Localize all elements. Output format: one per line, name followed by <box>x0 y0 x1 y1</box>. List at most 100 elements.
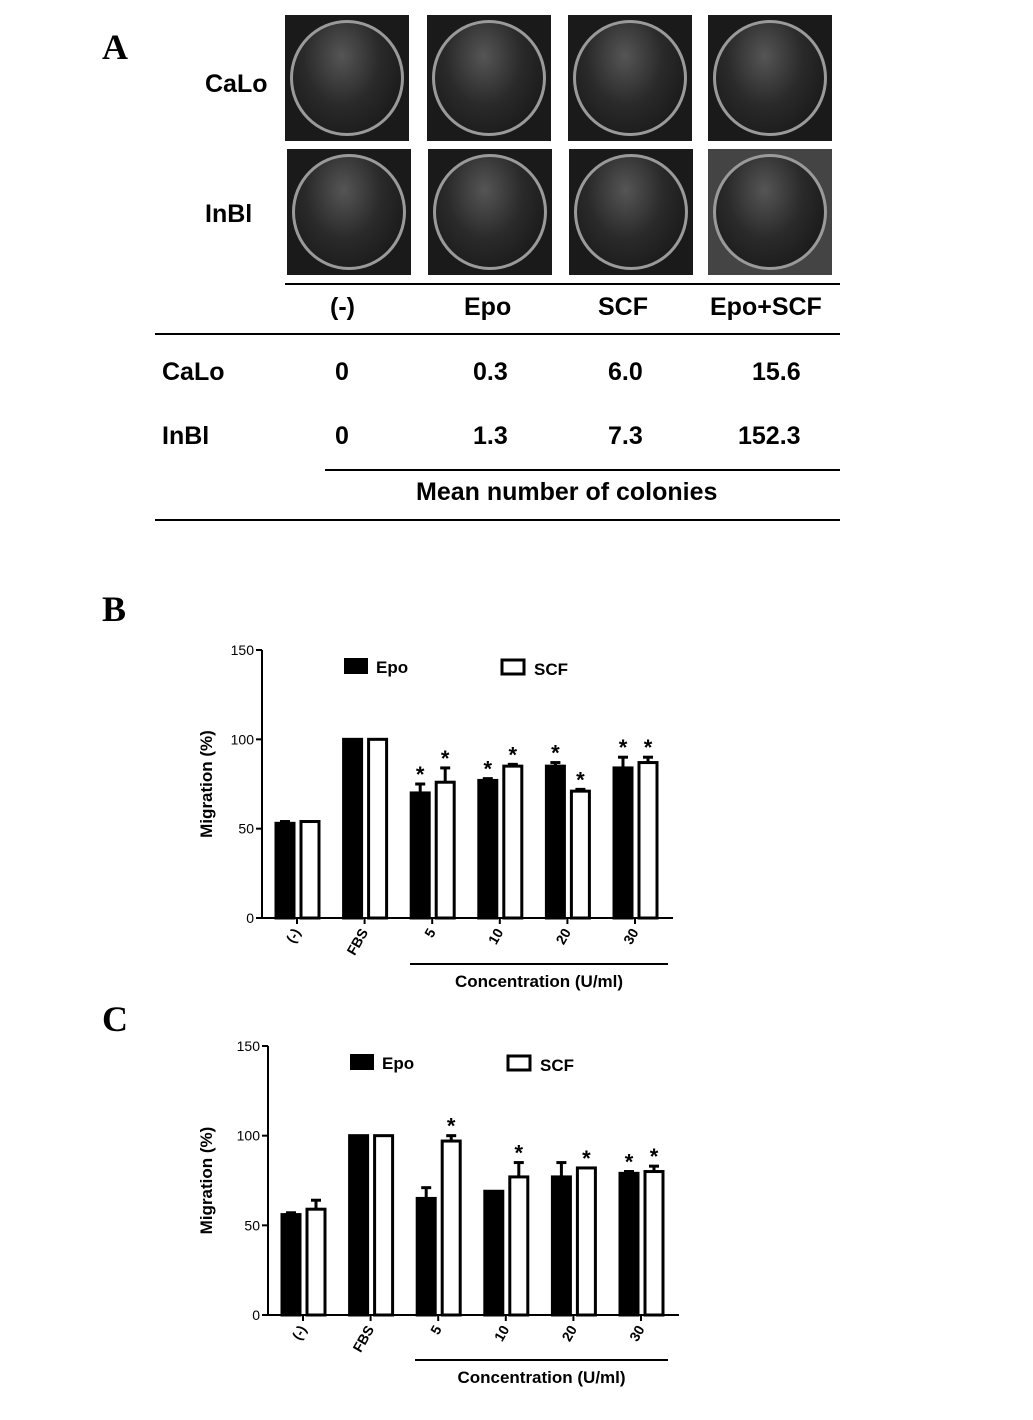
x-tick-label: FBS <box>349 1323 377 1355</box>
y-tick-label: 0 <box>252 1307 260 1323</box>
table-cell: 1.3 <box>473 422 508 450</box>
legend-label-scf: SCF <box>540 1056 574 1075</box>
x-tick-label: 20 <box>552 925 574 947</box>
x-tick-label: 20 <box>558 1322 580 1344</box>
colony-well-image <box>708 15 832 141</box>
table-cell: 0 <box>335 358 349 386</box>
x-tick-label: 10 <box>491 1322 513 1344</box>
y-tick-label: 100 <box>231 731 255 747</box>
y-tick-label: 0 <box>246 910 254 926</box>
table-cell: 15.6 <box>752 358 801 386</box>
divider <box>155 519 840 521</box>
divider <box>285 283 840 285</box>
x-tick-label: (-) <box>289 1323 310 1343</box>
y-tick-label: 50 <box>238 821 254 837</box>
significance-marker: * <box>625 1150 634 1175</box>
y-tick-label: 100 <box>237 1128 261 1144</box>
bar-epo <box>342 737 364 920</box>
significance-marker: * <box>582 1146 591 1171</box>
bar-scf <box>637 761 659 920</box>
table-cell: 0 <box>335 422 349 450</box>
y-tick-label: 150 <box>237 1038 261 1054</box>
y-axis-label: Migration (%) <box>197 730 216 838</box>
significance-marker: * <box>644 735 653 760</box>
x-tick-label: FBS <box>343 926 371 958</box>
legend-label-epo: Epo <box>376 658 408 677</box>
bar-scf <box>367 737 389 920</box>
panel-label-b: B <box>102 589 127 629</box>
table-footer: Mean number of colonies <box>416 478 718 506</box>
significance-marker: * <box>447 1114 456 1139</box>
divider <box>325 469 840 471</box>
significance-marker: * <box>441 746 450 771</box>
bar-epo <box>409 791 431 920</box>
bar-scf <box>440 1139 462 1317</box>
bar-scf <box>305 1207 327 1317</box>
bar-epo <box>274 821 296 920</box>
bar-scf <box>569 789 591 920</box>
significance-marker: * <box>551 741 560 766</box>
x-tick-label: 30 <box>626 1322 648 1344</box>
bar-epo <box>280 1213 302 1317</box>
colony-well-image <box>708 149 832 275</box>
bar-epo <box>415 1196 437 1317</box>
x-tick-label: 5 <box>421 925 439 940</box>
significance-marker: * <box>650 1144 659 1169</box>
divider <box>155 333 840 335</box>
bar-scf <box>575 1166 597 1317</box>
significance-marker: * <box>576 767 585 792</box>
bar-scf <box>373 1134 395 1317</box>
panel-label-a: A <box>102 27 128 67</box>
bar-scf <box>299 820 321 920</box>
significance-marker: * <box>515 1141 524 1166</box>
bar-epo <box>550 1175 572 1317</box>
colony-well-image <box>428 149 552 275</box>
row-label-calo: CaLo <box>205 70 268 98</box>
bar-epo <box>612 766 634 920</box>
bar-scf <box>508 1175 530 1317</box>
legend-swatch-scf <box>500 658 526 676</box>
table-cell: 152.3 <box>738 422 801 450</box>
column-header: (-) <box>330 293 355 321</box>
row-label-inbl: InBl <box>205 200 253 228</box>
bar-epo <box>348 1134 370 1317</box>
legend-swatch-scf <box>506 1054 532 1072</box>
table-row-label: CaLo <box>162 358 225 386</box>
bar-epo <box>618 1171 640 1317</box>
x-tick-label: 30 <box>620 925 642 947</box>
significance-marker: * <box>509 742 518 767</box>
bar-scf <box>434 780 456 920</box>
bar-scf <box>643 1170 665 1317</box>
significance-marker: * <box>619 735 628 760</box>
colony-well-image <box>427 15 551 141</box>
table-row-label: InBl <box>162 422 210 450</box>
legend-swatch-epo <box>350 1054 374 1070</box>
significance-marker: * <box>416 762 425 787</box>
legend-swatch-epo <box>344 658 368 674</box>
x-tick-label: 5 <box>427 1322 445 1337</box>
panel-label-c: C <box>102 999 128 1039</box>
colony-well-image <box>569 149 693 275</box>
y-tick-label: 150 <box>231 642 255 658</box>
colony-well-image <box>287 149 411 275</box>
table-cell: 0.3 <box>473 358 508 386</box>
column-header: Epo <box>464 293 512 321</box>
table-cell: 7.3 <box>608 422 643 450</box>
y-tick-label: 50 <box>244 1217 260 1233</box>
x-axis-label: Concentration (U/ml) <box>455 972 623 991</box>
bar-epo <box>483 1189 505 1317</box>
colony-well-image <box>285 15 409 141</box>
legend-label-epo: Epo <box>382 1054 414 1073</box>
x-tick-label: (-) <box>283 926 304 946</box>
bar-epo <box>477 778 499 920</box>
legend-label-scf: SCF <box>534 660 568 679</box>
x-tick-label: 10 <box>485 925 507 947</box>
bar-epo <box>544 764 566 920</box>
x-axis-label: Concentration (U/ml) <box>457 1368 625 1387</box>
column-header: SCF <box>598 293 648 321</box>
significance-marker: * <box>484 757 493 782</box>
column-header: Epo+SCF <box>710 293 822 321</box>
y-axis-label: Migration (%) <box>197 1127 216 1235</box>
